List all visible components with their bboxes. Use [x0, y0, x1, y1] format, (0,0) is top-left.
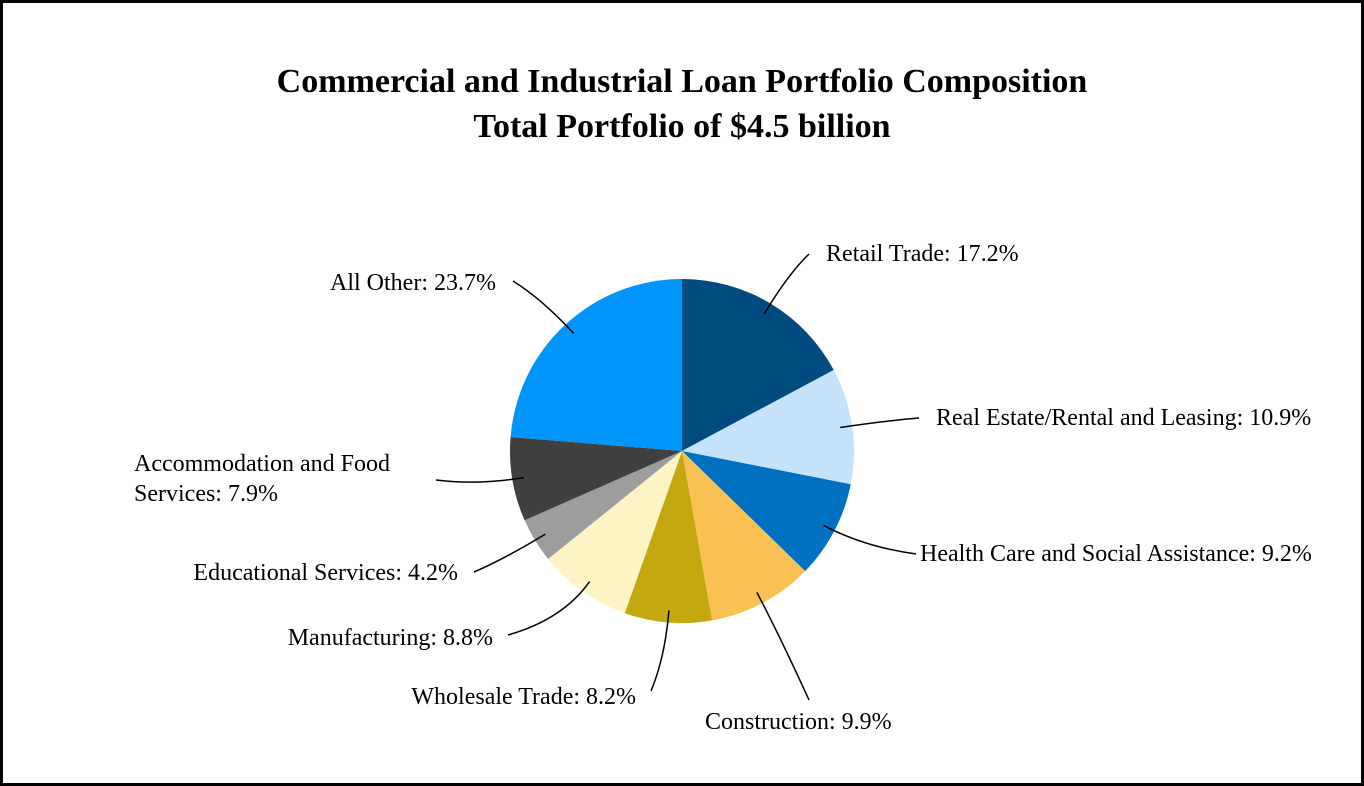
slice-label: Accommodation and Food Services: 7.9%: [134, 451, 390, 507]
leader-line: [650, 610, 670, 692]
chart-subtitle: Total Portfolio of $4.5 billion: [473, 108, 891, 145]
leader-line: [473, 533, 546, 573]
pie-slice: [624, 451, 713, 624]
slice-label: Health Care and Social Assistance: 9.2%: [920, 541, 1312, 567]
leader-line: [756, 592, 810, 701]
slice-label: Construction: 9.9%: [705, 709, 892, 735]
slice-label: Manufacturing: 8.8%: [287, 625, 493, 651]
pie-slice: [509, 436, 682, 521]
pie-slice: [682, 370, 854, 485]
slice-label: Educational Services: 4.2%: [193, 560, 458, 586]
pie-slice: [682, 451, 806, 621]
slice-label: Retail Trade: 17.2%: [826, 241, 1019, 267]
chart-title: Commercial and Industrial Loan Portfolio…: [276, 63, 1088, 100]
slice-label: Real Estate/Rental and Leasing: 10.9%: [936, 405, 1312, 431]
pie-slice: [548, 451, 682, 614]
slice-label: All Other: 23.7%: [330, 270, 496, 296]
pie-slice: [682, 451, 851, 572]
leader-line: [840, 417, 920, 429]
leader-line: [507, 581, 591, 636]
pie-slice: [510, 279, 682, 451]
leader-line: [763, 253, 810, 315]
leader-line: [435, 476, 525, 483]
leader-line: [823, 524, 917, 555]
pie-area: [435, 253, 920, 701]
pie-slice: [524, 451, 682, 559]
leader-line: [512, 280, 575, 334]
pie-slice: [682, 279, 834, 451]
slice-label: Wholesale Trade: 8.2%: [411, 684, 636, 710]
